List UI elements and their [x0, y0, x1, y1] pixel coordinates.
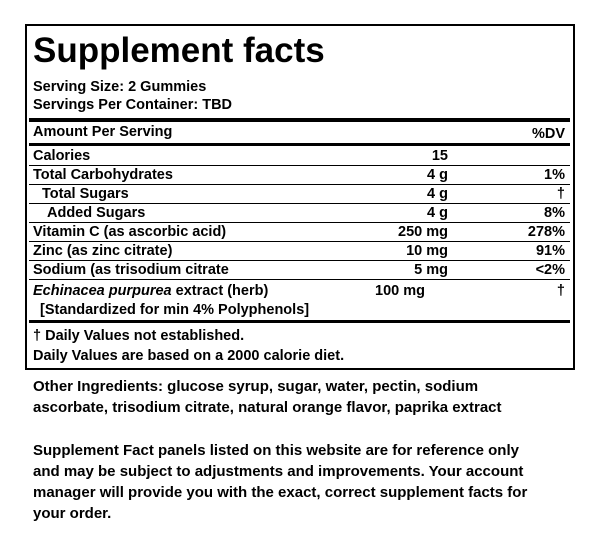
row-amount: 4 g	[427, 186, 448, 202]
title: Supplement facts	[33, 31, 325, 70]
header-dv: %DV	[531, 126, 565, 142]
row-name: Total Carbohydrates	[33, 167, 173, 183]
row-divider	[29, 279, 570, 280]
disclaimer-line: manager will provide you with the exact,…	[33, 484, 528, 501]
botanical-name-italic: Echinacea purpurea	[33, 283, 172, 299]
row-dv: 91%	[535, 243, 565, 259]
botanical-note: [Standardized for min 4% Polyphenols]	[40, 302, 310, 318]
row-amount: 4 g	[427, 205, 448, 221]
botanical-amount: 100 mg	[375, 283, 425, 299]
row-dv: 1%	[544, 167, 565, 183]
botanical-name: extract (herb)	[175, 283, 269, 299]
row-name: Calories	[33, 148, 91, 164]
botanical-row: Echinacea purpurea extract (herb)	[33, 282, 268, 300]
ingredients-line: Other Ingredients: glucose syrup, sugar,…	[33, 378, 479, 395]
row-name: Zinc (as zinc citrate)	[33, 243, 173, 259]
row-amount: 10 mg	[406, 243, 448, 259]
row-divider	[29, 184, 570, 185]
row-amount: 5 mg	[414, 262, 448, 278]
facts-panel	[25, 24, 575, 370]
footnote: Daily Values are based on a 2000 calorie…	[33, 348, 345, 364]
servings-per-container: Servings Per Container: TBD	[33, 97, 233, 113]
row-amount: 4 g	[427, 167, 448, 183]
row-divider	[29, 222, 570, 223]
row-name: Added Sugars	[47, 205, 146, 221]
row-divider	[29, 165, 570, 166]
rule	[29, 143, 570, 146]
rule	[29, 320, 570, 323]
header-amount: Amount Per Serving	[33, 124, 173, 140]
row-amount: 15	[431, 148, 448, 164]
row-dv: <2%	[535, 262, 565, 278]
botanical-dv: †	[556, 283, 565, 299]
row-dv: †	[556, 186, 565, 202]
serving-size: Serving Size: 2 Gummies	[33, 79, 207, 95]
footnote: † Daily Values not established.	[33, 328, 245, 344]
row-name: Total Sugars	[42, 186, 129, 202]
row-divider	[29, 203, 570, 204]
ingredients-line: ascorbate, trisodium citrate, natural or…	[33, 399, 502, 416]
row-name: Sodium (as trisodium citrate	[33, 262, 229, 278]
row-dv: 8%	[544, 205, 565, 221]
row-amount: 250 mg	[398, 224, 448, 240]
row-name: Vitamin C (as ascorbic acid)	[33, 224, 227, 240]
row-divider	[29, 241, 570, 242]
rule	[29, 118, 570, 122]
row-divider	[29, 260, 570, 261]
disclaimer-line: Supplement Fact panels listed on this we…	[33, 442, 519, 459]
disclaimer-line: your order.	[33, 505, 112, 522]
row-dv: 278%	[527, 224, 565, 240]
disclaimer-line: and may be subject to adjustments and im…	[33, 463, 524, 480]
